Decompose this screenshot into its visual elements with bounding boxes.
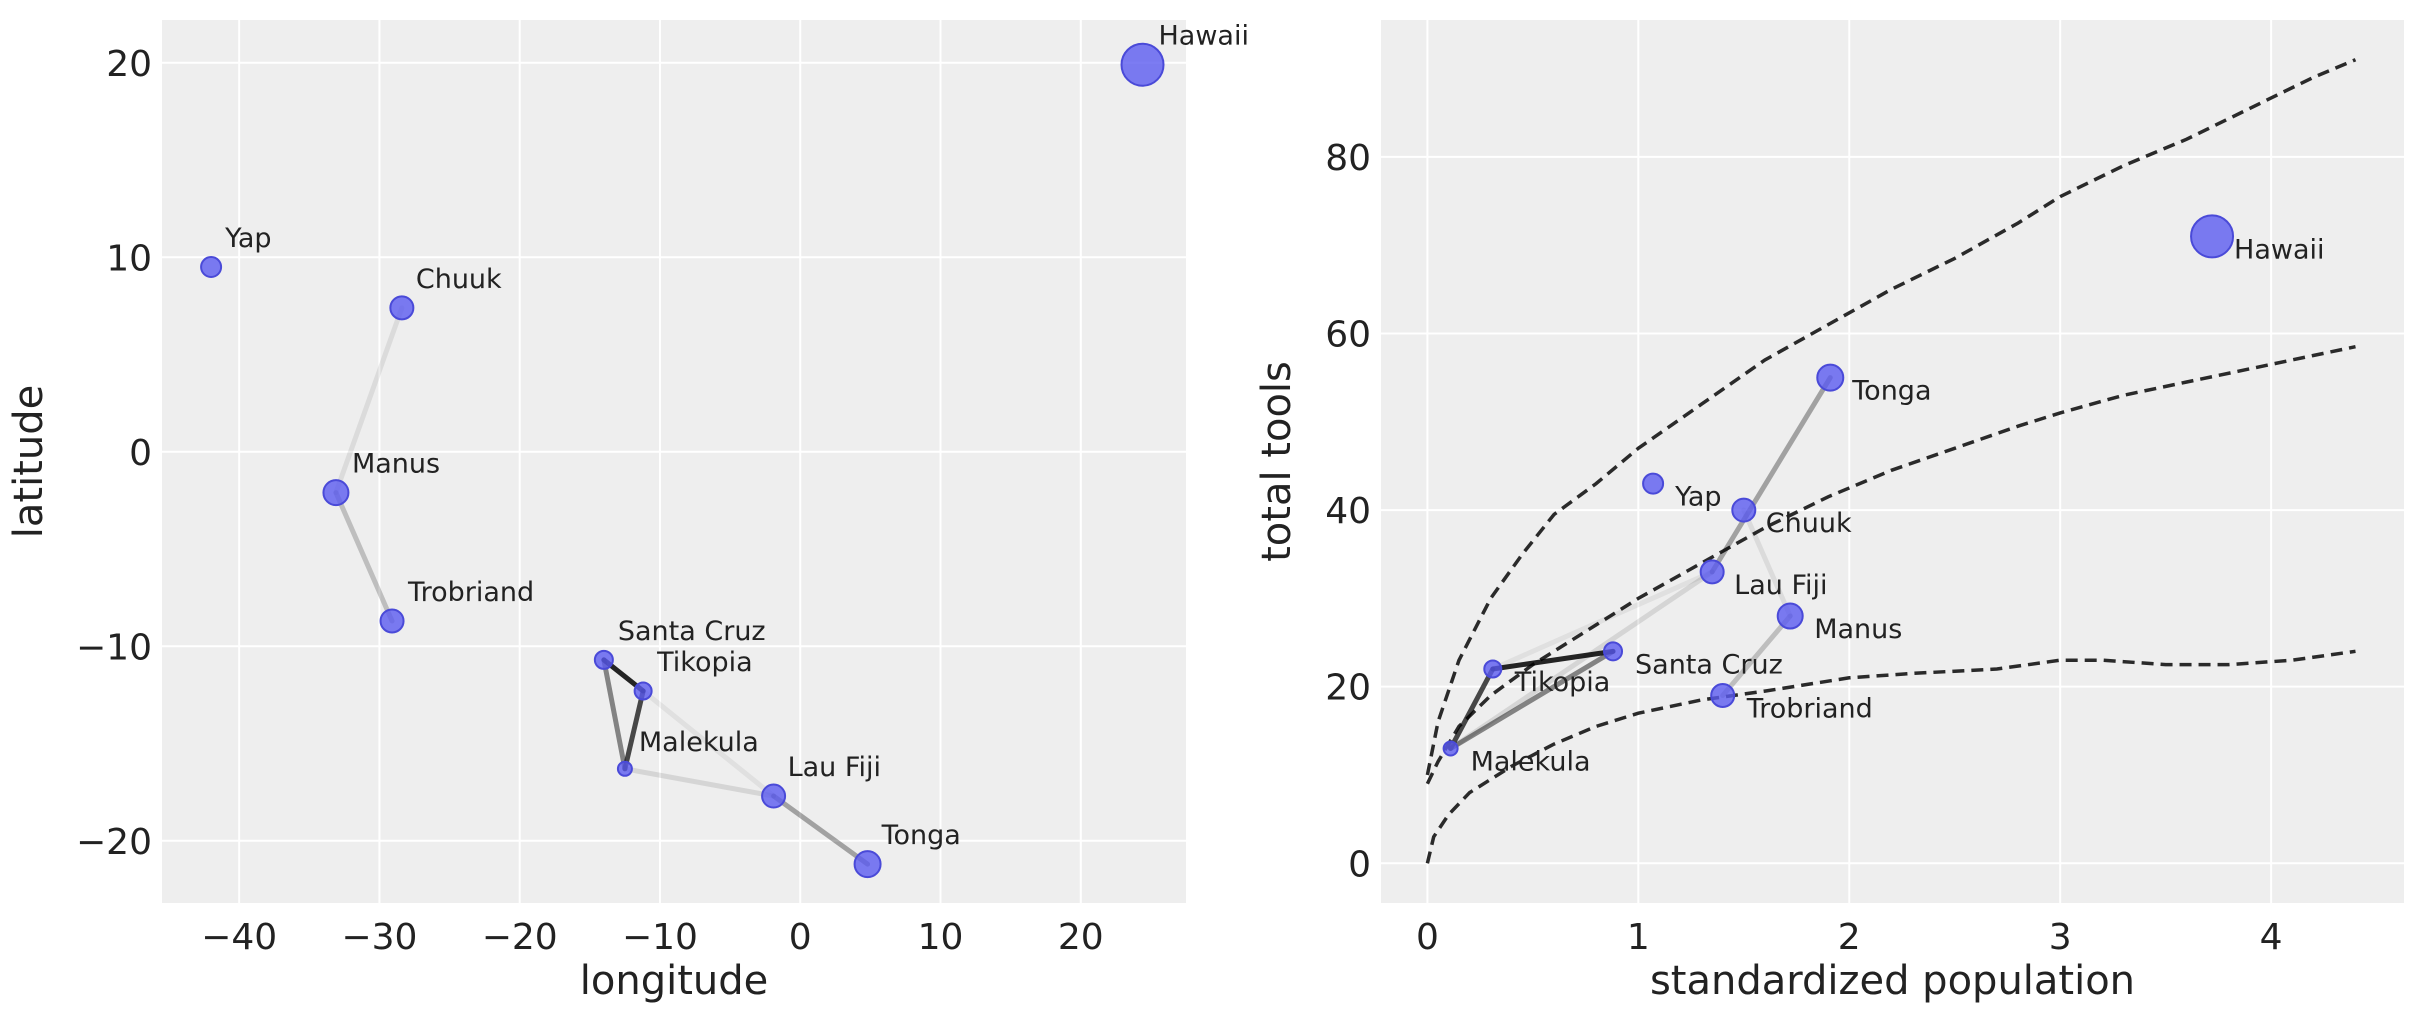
y-tick-label: −10 [76,627,152,668]
x-tick-label: 20 [1058,917,1104,958]
island-label: Lau Fiji [788,752,881,783]
y-tick-label: −20 [76,822,152,863]
y-axis-label: total tools [1254,361,1300,562]
y-tick-label: 20 [1325,668,1371,709]
y-tick-label: 60 [1325,314,1371,355]
x-tick-label: 0 [1416,917,1439,958]
island-label: Santa Cruz [618,616,766,647]
link-line [622,688,646,772]
island-label: Malekula [639,727,759,758]
link-line [1720,613,1793,698]
island-label: Chuuk [416,264,502,295]
y-tick-label: 40 [1325,491,1371,532]
x-axis-label: standardized population [1650,958,2135,1004]
island-label: Chuuk [1766,508,1852,539]
island-label: Yap [224,223,271,254]
island-label: Manus [352,449,440,480]
y-axis-label: latitude [6,385,52,538]
y-tick-label: 0 [129,433,152,474]
island-point [1776,602,1804,630]
island-label: Manus [1814,614,1902,645]
link-line [1448,569,1715,751]
island-label: Yap [1674,482,1721,513]
island-point [1120,42,1165,87]
y-tick-label: 80 [1325,138,1371,179]
curve-lower [1425,649,2356,864]
x-tick-label: −10 [622,917,698,958]
x-tick-label: 10 [918,917,964,958]
link-line [601,657,628,772]
link-line [1741,507,1793,619]
island-point [593,649,614,670]
island-label: Tonga [1851,376,1931,407]
island-point [1816,363,1845,392]
island-point [853,850,882,879]
island-label: Trobriand [407,577,534,608]
island-point [633,681,653,701]
x-axis-label: longitude [580,958,768,1004]
island-point [1603,641,1624,662]
island-point [761,783,787,809]
island-label: Tonga [881,820,961,851]
island-point [616,760,633,777]
x-tick-label: 3 [2049,917,2072,958]
link-line [1490,648,1616,672]
island-label: Tikopia [656,647,753,678]
island-point [1483,659,1503,679]
island-label: Tikopia [1514,667,1611,698]
link-line [622,766,777,799]
link-line [771,793,871,867]
link-line [1709,375,1833,575]
island-point [379,608,405,634]
island-point [1699,559,1725,585]
y-tick-label: 10 [106,238,152,279]
map-panel: −40 −30 −20 −10 0 10 20 −20 −10 0 10 20 longitude lat… [6,20,1249,1004]
island-label: Trobriand [1746,693,1873,724]
x-tick-label: −30 [341,917,417,958]
link-line [1448,648,1616,751]
island-point [322,479,350,507]
curve-mean [1425,344,2356,785]
plot-area [162,20,1186,903]
x-tick-label: 4 [2260,917,2283,958]
link-line [333,490,395,624]
island-point [1731,497,1757,523]
link-line [333,305,405,496]
island-label: Santa Cruz [1635,649,1783,680]
island-label: Malekula [1471,746,1591,777]
x-tick-label: −20 [482,917,558,958]
link-line [1490,569,1715,672]
y-tick-label: 0 [1348,844,1371,885]
x-tick-label: 0 [789,917,812,958]
y-tick-label: 20 [106,44,152,85]
island-point [2190,214,2235,259]
island-point [1710,682,1736,708]
x-tick-label: −40 [201,917,277,958]
island-label: Hawaii [1159,21,1249,52]
plot-area [1381,20,2404,903]
island-point [1642,472,1665,495]
x-tick-label: 1 [1627,917,1650,958]
island-point [200,256,223,279]
island-label: Lau Fiji [1734,570,1827,601]
curve-upper [1425,58,2357,776]
island-label: Hawaii [2234,234,2324,265]
link-line [1448,666,1496,751]
island-point [1442,740,1459,757]
link-line [640,688,777,799]
x-tick-label: 2 [1838,917,1861,958]
island-point [389,295,415,321]
